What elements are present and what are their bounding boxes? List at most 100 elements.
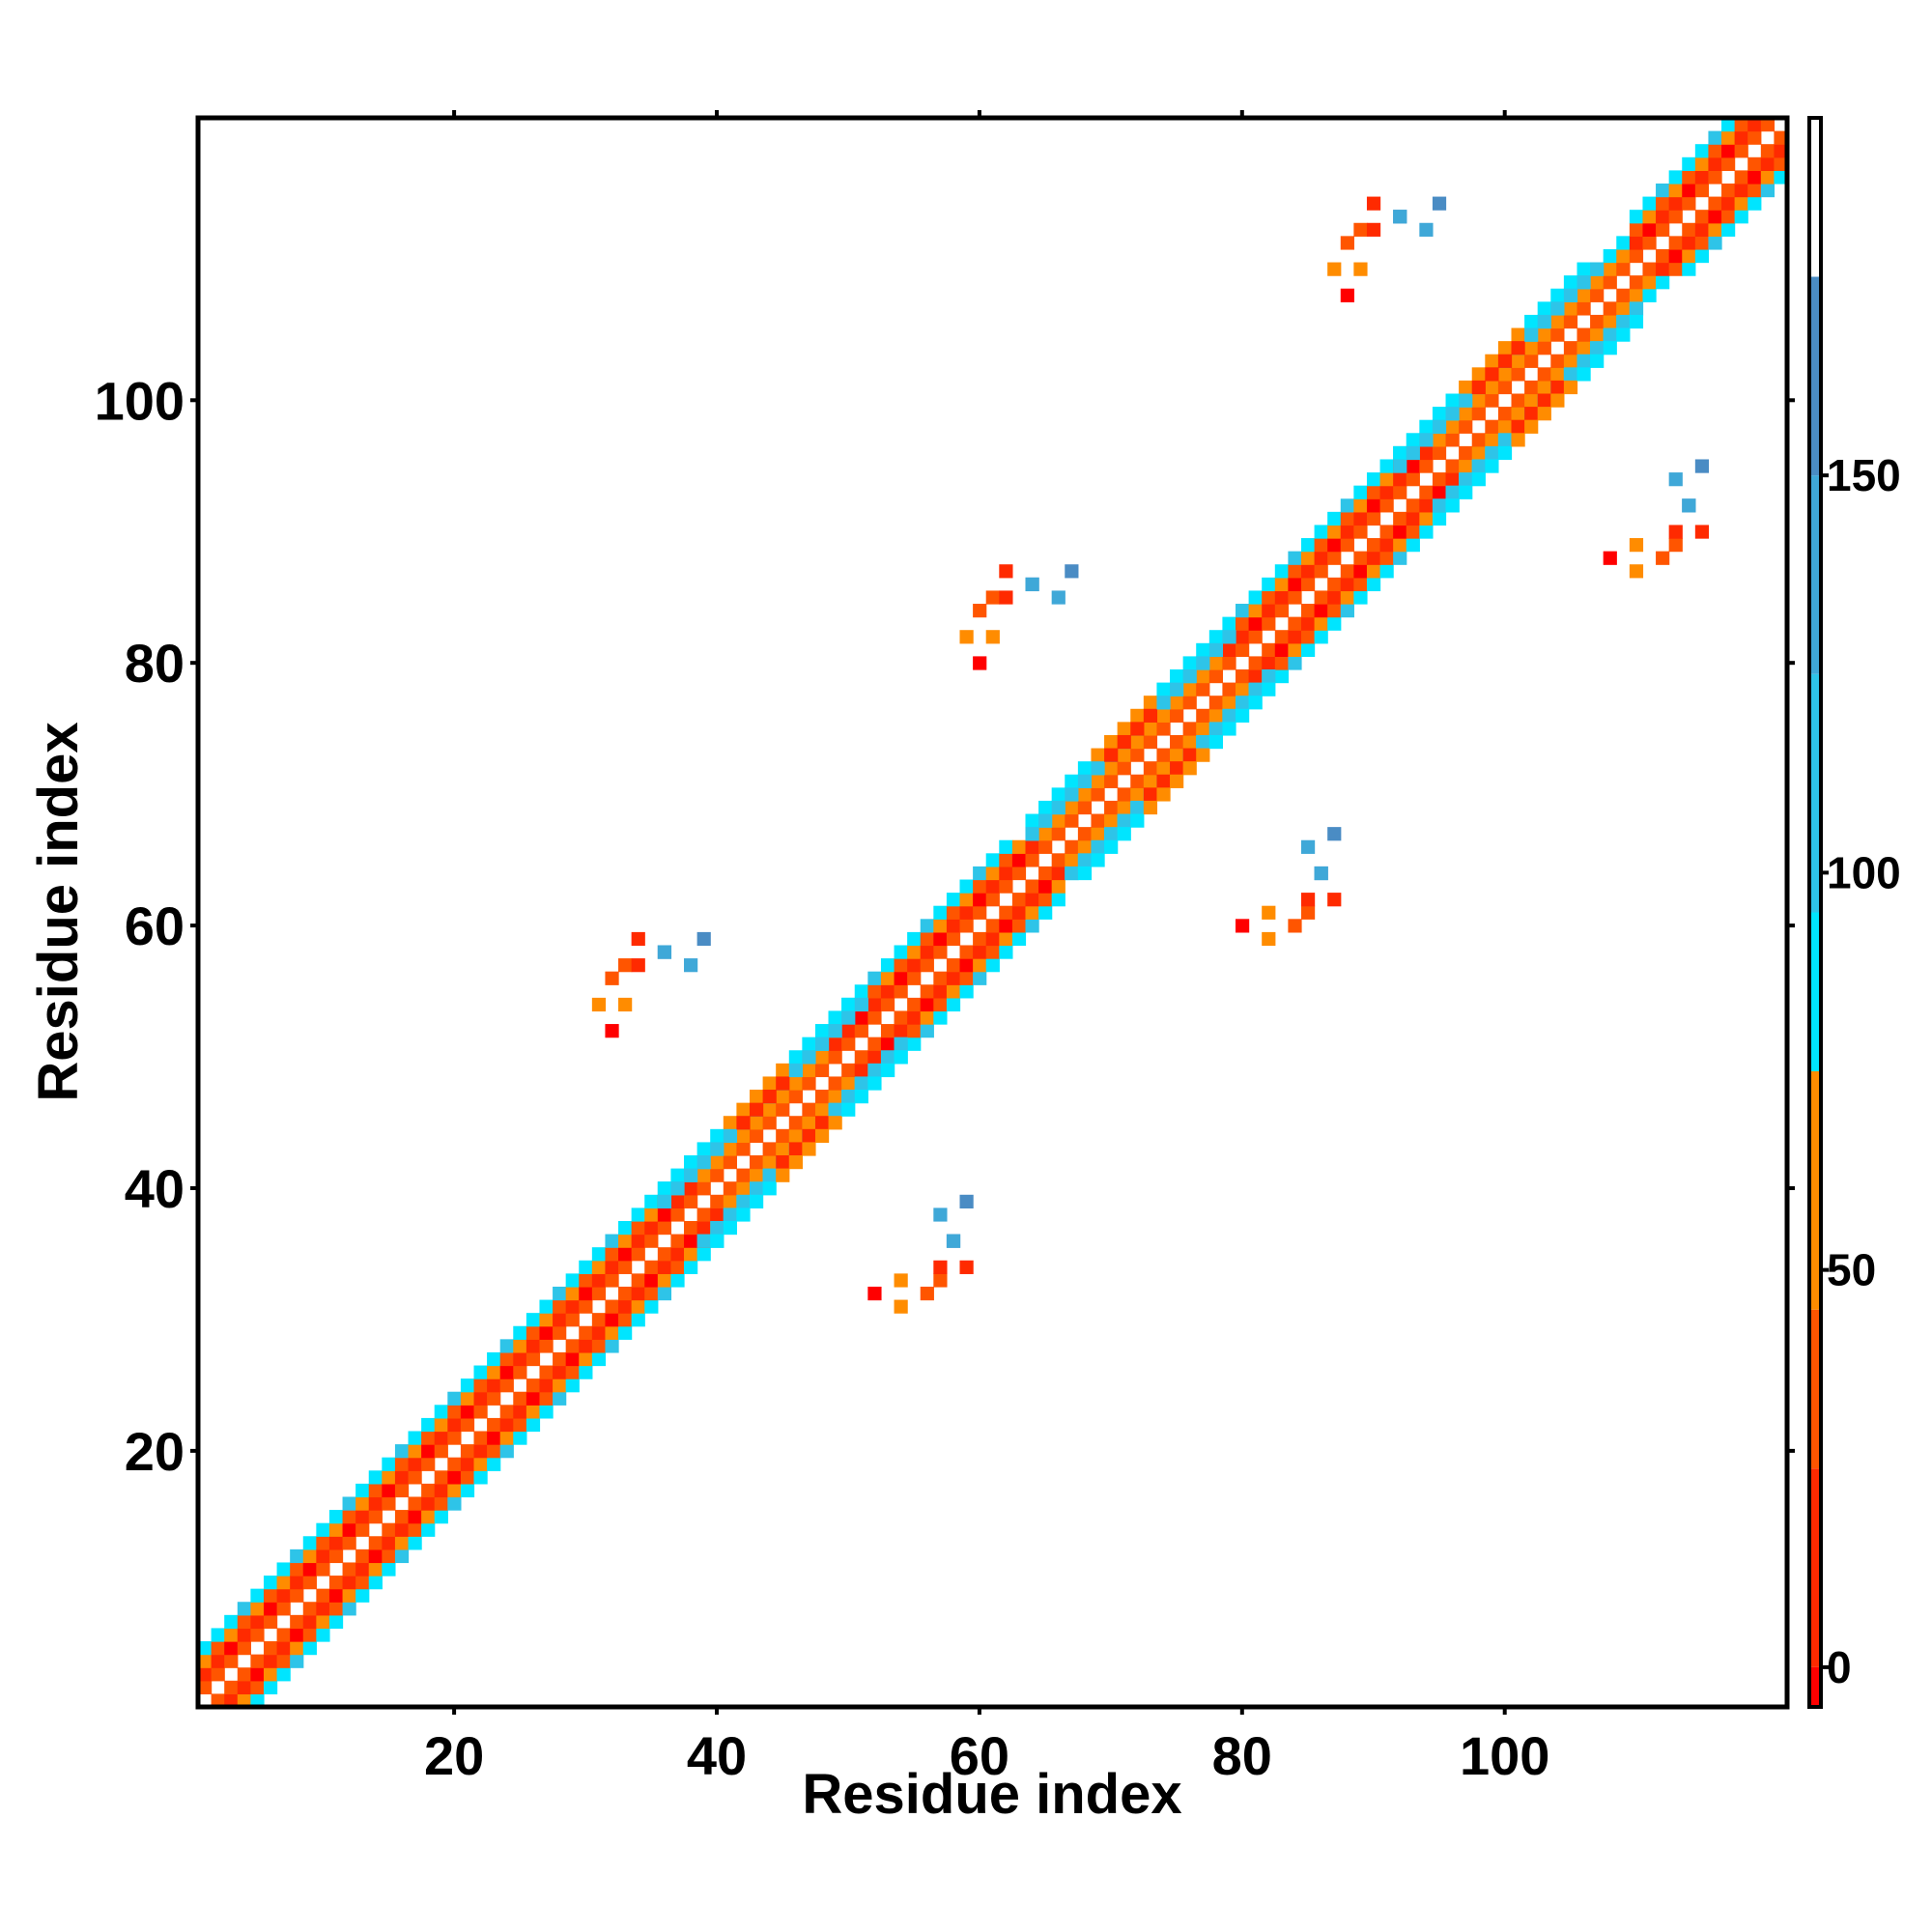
heatmap-cell (1760, 118, 1776, 132)
heatmap-cell (1577, 354, 1591, 368)
heatmap-cell (1445, 459, 1460, 473)
heatmap-cell (1459, 485, 1473, 499)
heatmap-cell (1314, 604, 1328, 618)
heatmap-cell (1117, 787, 1131, 802)
heatmap-cell (1642, 288, 1657, 302)
heatmap-cell (814, 1063, 830, 1078)
heatmap-cell (907, 971, 922, 985)
heatmap-cell (605, 1024, 619, 1038)
heatmap-cell (605, 1273, 619, 1288)
heatmap-cell (198, 1641, 213, 1656)
heatmap-cell (1497, 419, 1513, 434)
heatmap-cell (1471, 407, 1486, 421)
heatmap-cell (605, 1299, 619, 1314)
heatmap-cell (1208, 708, 1224, 723)
heatmap-cell (867, 1286, 882, 1301)
heatmap-cell (605, 1260, 619, 1274)
heatmap-cell (1563, 275, 1578, 290)
heatmap-cell (1668, 196, 1683, 211)
heatmap-cell (1445, 419, 1460, 434)
heatmap-cell (1236, 642, 1250, 657)
heatmap-cell (1656, 196, 1670, 211)
heatmap-cell (1182, 734, 1197, 750)
heatmap-cell (526, 1325, 541, 1340)
heatmap-cell (802, 1063, 816, 1078)
heatmap-cell (565, 1273, 580, 1288)
heatmap-cell (749, 1155, 764, 1170)
heatmap-cell (985, 866, 1000, 881)
heatmap-cell (1222, 656, 1236, 670)
heatmap-cell (553, 1378, 567, 1393)
heatmap-cell (1314, 564, 1328, 579)
heatmap-cell (237, 1614, 251, 1630)
heatmap-cell (211, 1654, 225, 1668)
heatmap-cell (1104, 800, 1119, 815)
heatmap-cell (828, 1116, 842, 1130)
heatmap-cell (1774, 156, 1788, 171)
heatmap-cell (1379, 525, 1394, 539)
heatmap-cell (1708, 196, 1722, 211)
heatmap-cell (1603, 551, 1617, 565)
heatmap-cell (1668, 262, 1683, 276)
heatmap-cell (1051, 866, 1065, 881)
heatmap-cell (290, 1548, 304, 1564)
heatmap-cell (473, 1470, 488, 1485)
heatmap-cell (355, 1576, 370, 1590)
colorbar-band (1809, 1071, 1821, 1310)
heatmap-cell (382, 1457, 396, 1471)
heatmap-cell (1170, 682, 1184, 696)
heatmap-cell (710, 1155, 724, 1170)
heatmap-cell (1747, 183, 1762, 198)
heatmap-cell (1577, 262, 1591, 276)
heatmap-cell (696, 1142, 711, 1156)
heatmap-cell (316, 1588, 330, 1603)
heatmap-cell (1668, 210, 1683, 224)
heatmap-cell (1340, 604, 1354, 618)
heatmap-cell (224, 1641, 239, 1656)
heatmap-cell (1077, 787, 1093, 802)
heatmap-cell (447, 1405, 462, 1419)
heatmap-cell (1170, 708, 1184, 723)
heatmap-cell (1577, 327, 1591, 342)
heatmap-cell (657, 1247, 672, 1262)
heatmap-cell (1300, 577, 1316, 592)
heatmap-cell (1366, 472, 1381, 487)
heatmap-cell (1065, 564, 1079, 579)
heatmap-cell (1262, 577, 1276, 592)
heatmap-cell (473, 1444, 488, 1459)
heatmap-cell (1708, 236, 1722, 250)
heatmap-cell (1524, 314, 1539, 329)
heatmap-cell (1511, 433, 1525, 447)
heatmap-cell (1682, 248, 1696, 264)
heatmap-cell (591, 1313, 607, 1327)
heatmap-cell (1130, 734, 1145, 750)
heatmap-cell (1065, 839, 1079, 854)
heatmap-cell (1445, 433, 1460, 447)
heatmap-cell (237, 1680, 251, 1695)
heatmap-cell (290, 1654, 304, 1668)
heatmap-cell (1603, 248, 1617, 264)
heatmap-cell (499, 1405, 514, 1419)
heatmap-cell (1550, 367, 1565, 382)
heatmap-cell (328, 1510, 344, 1524)
heatmap-cell (1419, 511, 1434, 526)
heatmap-cell (513, 1325, 527, 1340)
heatmap-cell (1524, 380, 1539, 395)
heatmap-cell (591, 997, 607, 1012)
heatmap-cell (447, 1457, 462, 1471)
heatmap-cell (985, 879, 1000, 894)
heatmap-cell (618, 1286, 633, 1301)
heatmap-cell (460, 1378, 475, 1393)
heatmap-cell (1327, 893, 1342, 907)
heatmap-cell (802, 1128, 816, 1144)
heatmap-cell (237, 1628, 251, 1642)
heatmap-cell (1077, 800, 1093, 815)
heatmap-cell (1025, 879, 1039, 894)
heatmap-cell (1379, 564, 1394, 579)
heatmap-cell (1577, 367, 1591, 382)
colorbar-band (1809, 673, 1821, 913)
heatmap-cell (1616, 236, 1631, 250)
heatmap-cell (1038, 813, 1053, 828)
heatmap-cell (1117, 800, 1131, 815)
heatmap-cell (1721, 183, 1736, 198)
